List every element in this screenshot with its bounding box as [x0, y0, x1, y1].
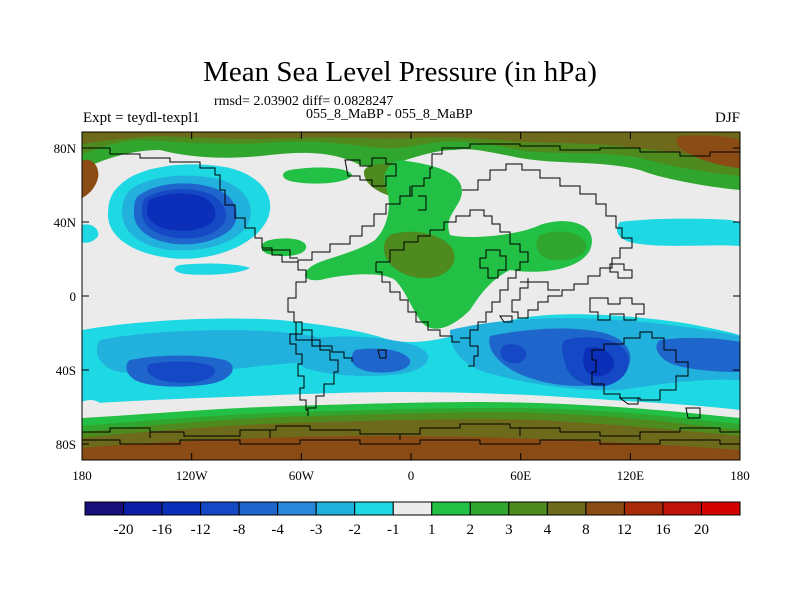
y-tick-label: 80S [56, 437, 76, 452]
colorbar-label: 12 [617, 522, 632, 538]
chart-subtitle: 055_8_MaBP - 055_8_MaBP [306, 107, 473, 122]
colorbar-swatch [277, 501, 317, 516]
colorbar-swatch [431, 501, 471, 516]
colorbar-swatch [662, 501, 702, 516]
colorbar-swatch [200, 501, 240, 516]
east-cyan-region [616, 218, 740, 246]
colorbar-label: -12 [191, 522, 211, 538]
colorbar-swatch [238, 501, 279, 516]
y-tick-label: 40S [56, 363, 76, 378]
colorbar-label: 20 [694, 522, 709, 538]
x-tick-label: 60E [510, 468, 531, 483]
x-tick-label: 180 [730, 468, 750, 483]
x-tick-label: 0 [408, 468, 415, 483]
colorbar-label: -4 [271, 522, 284, 538]
colorbar-label: -20 [114, 522, 134, 538]
colorbar-label: 1 [428, 522, 436, 538]
x-tick-label: 120W [176, 468, 209, 483]
x-tick-label: 180 [72, 468, 92, 483]
colorbar-swatch [700, 501, 741, 516]
colorbar-swatch [585, 501, 625, 516]
colorbar-label: -16 [152, 522, 172, 538]
season-label: DJF [714, 110, 740, 126]
colorbar-swatch [354, 501, 394, 516]
colorbar: -20 -16 -12 -8 -4 -3 -2 -1 1 2 3 4 8 12 16 20 [84, 501, 741, 538]
colorbar-label: 4 [544, 522, 552, 538]
experiment-label: Expt = teydl-texpl1 [83, 110, 200, 126]
stats-label: rmsd= 2.03902 diff= 0.0828247 [214, 94, 394, 109]
colorbar-label: 8 [582, 522, 590, 538]
colorbar-label: -3 [310, 522, 323, 538]
map-field [82, 132, 740, 460]
north-atlantic-positive-region [261, 160, 592, 329]
colorbar-swatch [623, 501, 664, 516]
colorbar-swatch [546, 501, 587, 516]
y-tick-label: 80N [54, 141, 77, 156]
arctic-positive-region [82, 132, 740, 199]
colorbar-swatch [84, 501, 125, 516]
chart-title: Mean Sea Level Pressure (in hPa) [203, 56, 597, 88]
colorbar-label: 3 [505, 522, 513, 538]
colorbar-swatch [315, 501, 356, 516]
colorbar-swatch [123, 501, 163, 516]
colorbar-swatch [392, 501, 433, 516]
continent-outlines [82, 143, 740, 445]
colorbar-swatch [508, 501, 548, 516]
x-tick-label: 60W [289, 468, 315, 483]
antarctic-positive-region [82, 400, 740, 460]
colorbar-swatch [161, 501, 202, 516]
colorbar-label: -1 [387, 522, 400, 538]
colorbar-label: 16 [655, 522, 671, 538]
x-axis: 180 120W 60W 0 60E 120E 180 [72, 132, 750, 483]
y-axis: 80N 40N 0 40S 80S [54, 141, 740, 452]
colorbar-label: 2 [467, 522, 475, 538]
north-pacific-low-region [82, 164, 271, 275]
colorbar-swatch [469, 501, 510, 516]
y-tick-label: 0 [70, 289, 77, 304]
x-tick-label: 120E [617, 468, 645, 483]
y-tick-label: 40N [54, 215, 77, 230]
colorbar-label: -2 [348, 522, 361, 538]
colorbar-label: -8 [233, 522, 246, 538]
